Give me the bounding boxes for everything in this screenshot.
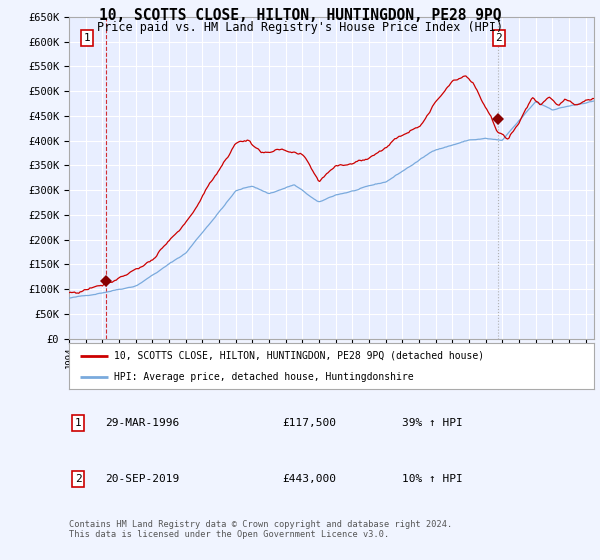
Text: HPI: Average price, detached house, Huntingdonshire: HPI: Average price, detached house, Hunt… — [113, 372, 413, 382]
Text: 10, SCOTTS CLOSE, HILTON, HUNTINGDON, PE28 9PQ (detached house): 10, SCOTTS CLOSE, HILTON, HUNTINGDON, PE… — [113, 351, 484, 361]
Text: 20-SEP-2019: 20-SEP-2019 — [105, 474, 179, 484]
Text: 39% ↑ HPI: 39% ↑ HPI — [402, 418, 463, 428]
Text: 10% ↑ HPI: 10% ↑ HPI — [402, 474, 463, 484]
Text: 1: 1 — [74, 418, 82, 428]
Text: 1: 1 — [84, 32, 91, 43]
Text: £117,500: £117,500 — [282, 418, 336, 428]
Text: Contains HM Land Registry data © Crown copyright and database right 2024.
This d: Contains HM Land Registry data © Crown c… — [69, 520, 452, 539]
Text: 2: 2 — [496, 32, 502, 43]
Text: 29-MAR-1996: 29-MAR-1996 — [105, 418, 179, 428]
Text: 10, SCOTTS CLOSE, HILTON, HUNTINGDON, PE28 9PQ: 10, SCOTTS CLOSE, HILTON, HUNTINGDON, PE… — [99, 8, 501, 24]
Text: Price paid vs. HM Land Registry's House Price Index (HPI): Price paid vs. HM Land Registry's House … — [97, 21, 503, 34]
Text: £443,000: £443,000 — [282, 474, 336, 484]
Text: 2: 2 — [74, 474, 82, 484]
